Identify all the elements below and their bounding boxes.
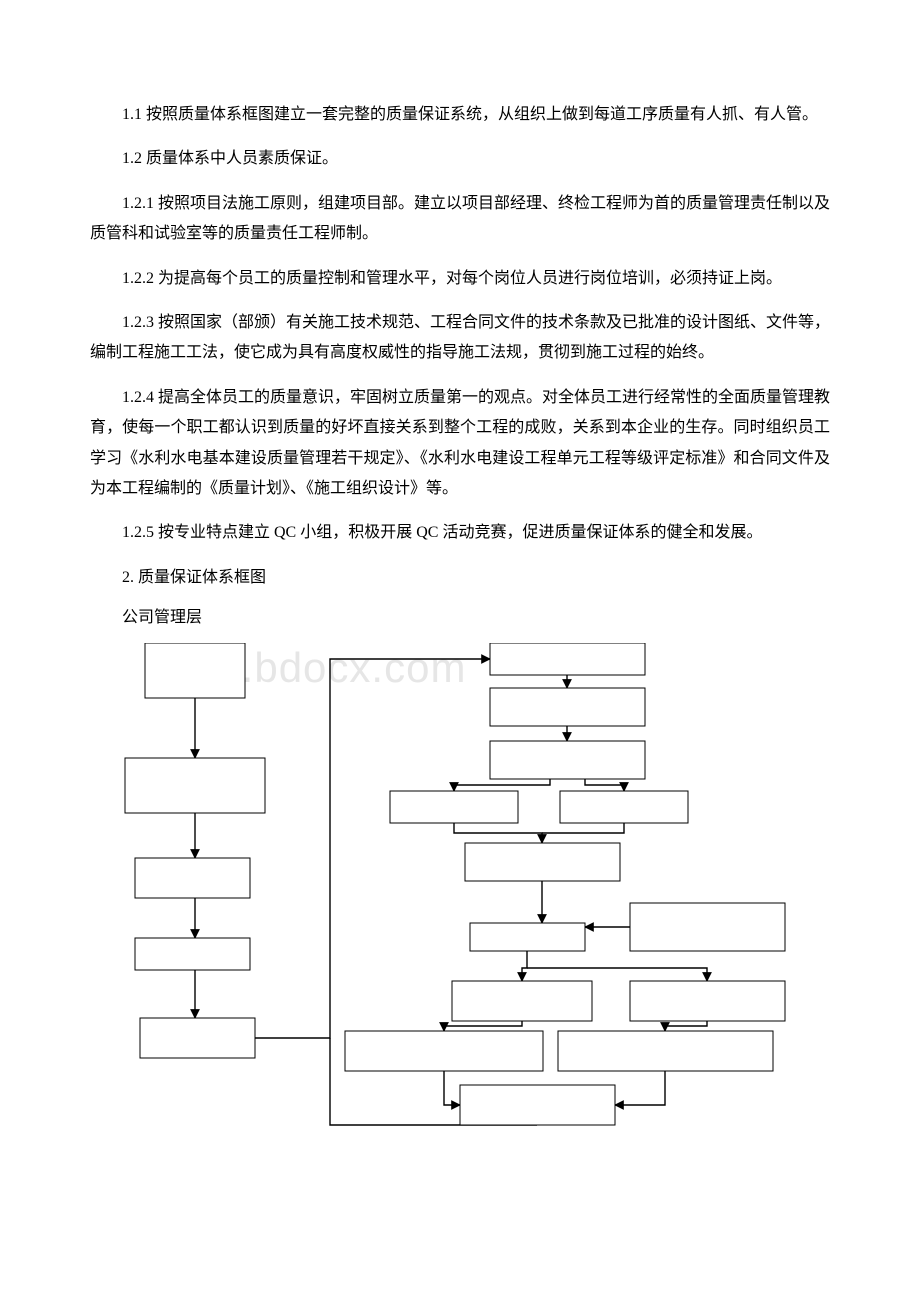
flowchart-node-R1 [490,643,645,675]
flowchart-edge [542,823,624,833]
flowchart-node-L5 [140,1018,255,1058]
document-body: 1.1 按照质量体系框图建立一套完整的质量保证系统，从组织上做到每道工序质量有人… [90,100,830,1133]
flowchart-edge [527,968,707,981]
para-1-2-5: 1.2.5 按专业特点建立 QC 小组，积极开展 QC 活动竞赛，促进质量保证体… [90,518,830,548]
section-2-title: 2. 质量保证体系框图 [90,563,830,593]
flowchart-node-R2 [490,688,645,726]
flowchart-node-R5 [465,843,620,881]
flowchart-node-L1 [145,643,245,698]
flowchart-edge [454,823,542,843]
section-2-subtitle: 公司管理层 [90,603,830,633]
para-1-2-2: 1.2.2 为提高每个员工的质量控制和管理水平，对每个岗位人员进行岗位培训，必须… [90,264,830,294]
para-1-2-3: 1.2.3 按照国家（部颁）有关施工技术规范、工程合同文件的技术条款及已批准的设… [90,308,830,369]
flowchart-edge [444,1071,460,1105]
flowchart-node-L4 [135,938,250,970]
flowchart-node-R4a [390,791,518,823]
flowchart-node-R8b [630,981,785,1021]
flowchart-node-L3 [135,858,250,898]
flowchart-node-R4b [560,791,688,823]
flowchart-edge [615,1071,665,1105]
para-1-2-1: 1.2.1 按照项目法施工原则，组建项目部。建立以项目部经理、终检工程师为首的质… [90,189,830,250]
flowchart-node-R8a [452,981,592,1021]
flowchart-edge [665,1021,707,1031]
para-1-2-4: 1.2.4 提高全体员工的质量意识，牢固树立质量第一的观点。对全体员工进行经常性… [90,383,830,505]
flowchart-node-R9b [558,1031,773,1071]
flowchart-edge [585,779,624,791]
flowchart-edge [454,779,550,791]
flowchart-node-R9a [345,1031,543,1071]
flowchart-node-R10 [460,1085,615,1125]
para-1-1: 1.1 按照质量体系框图建立一套完整的质量保证系统，从组织上做到每道工序质量有人… [90,100,830,130]
para-1-2: 1.2 质量体系中人员素质保证。 [90,144,830,174]
flowchart-node-R3 [490,741,645,779]
flowchart-svg [90,643,830,1133]
flowchart-node-R7 [470,923,585,951]
flowchart-node-L2 [125,758,265,813]
flowchart-edge [444,1021,522,1031]
flowchart-edge [522,951,527,981]
flowchart-node-R6 [630,903,785,951]
flowchart-container [90,643,830,1133]
